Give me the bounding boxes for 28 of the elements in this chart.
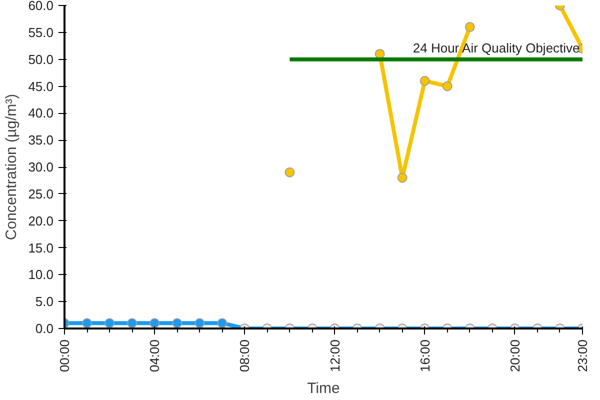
point (442, 81, 452, 92)
y-tick-label: 5.0 (35, 294, 54, 310)
x-axis-title: Time (307, 380, 340, 398)
x-tick-label: 16:00 (417, 339, 432, 372)
y-axis-title: Concentration (µg/m³) (3, 94, 20, 240)
y-tick-label: 25.0 (28, 186, 54, 202)
y-tick-label: 50.0 (28, 52, 54, 67)
y-tick-label: 35.0 (28, 132, 54, 148)
point (420, 76, 430, 86)
y-tick-label: 10.0 (28, 267, 54, 282)
y-tick-label: 60.0 (28, 0, 54, 13)
x-tick-label: 00:00 (57, 339, 72, 372)
y-tick-label: 45.0 (28, 78, 54, 94)
point (464, 22, 475, 32)
y-tick-label: 20.0 (28, 213, 54, 228)
x-tick-label: 08:00 (237, 339, 252, 372)
y-tick-label: 40.0 (28, 106, 54, 121)
x-tick-label: 23:00 (575, 339, 590, 372)
x-tick-label: 12:00 (327, 339, 342, 372)
y-tick-label: 55.0 (28, 24, 54, 40)
point (397, 172, 408, 183)
y-tick-label: 30.0 (28, 160, 54, 174)
y-tick-label: 0.0 (35, 321, 54, 336)
x-tick-label: 04:00 (147, 339, 162, 372)
point (284, 167, 295, 178)
y-tick-label: 15.0 (28, 240, 54, 256)
x-tick-label: 20:00 (507, 339, 522, 372)
point (374, 48, 385, 59)
